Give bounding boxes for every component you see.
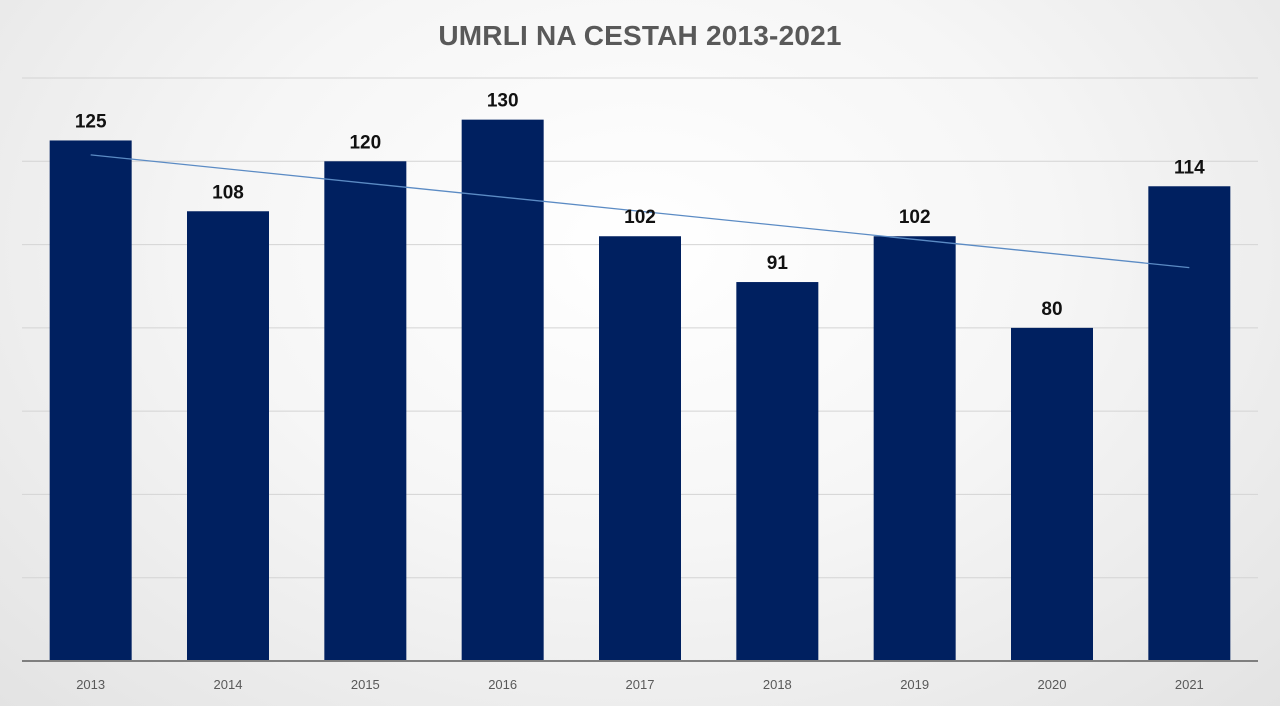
bar [1148,186,1231,661]
x-tick-label: 2020 [1038,677,1067,692]
data-label: 125 [75,111,107,132]
data-label: 91 [767,253,789,274]
data-label: 114 [1174,157,1205,178]
x-tick-label: 2017 [626,677,655,692]
x-tick-label: 2018 [763,677,792,692]
data-label: 102 [624,207,656,228]
x-tick-label: 2015 [351,677,380,692]
x-tick-label: 2013 [76,677,105,692]
data-label: 130 [487,91,519,112]
bar [324,161,407,662]
bar [1011,327,1093,661]
x-tick-label: 2016 [488,677,517,692]
data-label: 80 [1041,299,1062,320]
bar [49,140,132,661]
chart-title: UMRLI NA CESTAH 2013-2021 [438,20,842,51]
bar [736,282,819,661]
bar [187,211,269,661]
bar [599,236,681,661]
data-label: 108 [212,182,244,203]
data-label: 120 [349,132,381,153]
bar [873,236,956,661]
trendline [90,154,1190,269]
data-label: 102 [899,207,931,228]
x-tick-label: 2014 [214,677,243,692]
bar [461,119,544,661]
x-tick-label: 2019 [900,677,929,692]
x-tick-label: 2021 [1175,677,1204,692]
